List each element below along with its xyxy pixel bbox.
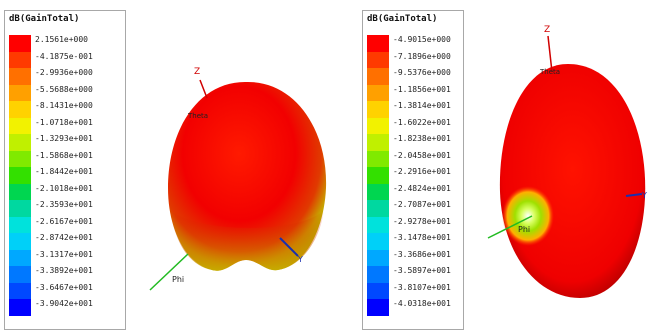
color-swatch <box>9 200 31 217</box>
legend-tick-label: -7.1896e+000 <box>393 51 451 61</box>
legend-tick-label: -2.9278e+001 <box>393 216 451 226</box>
color-swatch <box>367 200 389 217</box>
color-swatch <box>367 216 389 233</box>
legend-tick-label: -1.1856e+001 <box>393 84 451 94</box>
legend-tick-label: -4.9015e+000 <box>393 35 451 44</box>
color-swatch <box>367 51 389 68</box>
legend-tick-label: -1.0718e+001 <box>35 117 93 127</box>
legend-tick-label: -3.8107e+001 <box>393 282 451 292</box>
legend-tick-label: -1.8238e+001 <box>393 134 451 143</box>
phi-label: Phi <box>172 275 184 284</box>
z-axis-label: Z <box>544 25 550 35</box>
legend-title: dB(GainTotal) <box>367 14 438 24</box>
color-swatch <box>367 101 389 118</box>
color-swatch <box>9 233 31 250</box>
color-swatch <box>367 68 389 85</box>
color-swatch <box>9 282 31 299</box>
theta-label: Theta <box>187 112 208 120</box>
legend-tick-label: -1.3814e+001 <box>393 101 451 110</box>
color-swatch <box>367 167 389 184</box>
legend-tick-label: -4.1875e-001 <box>35 51 93 61</box>
y-axis-label: Y <box>641 191 647 200</box>
legend-tick-label: -5.5688e+000 <box>35 84 93 94</box>
legend-gain-left: dB(GainTotal) 2.1561e+000 -4.1875e-001 -2.… <box>4 10 126 330</box>
legend-tick-label: -2.3593e+001 <box>35 200 93 209</box>
legend-tick-label: -3.5897e+001 <box>393 266 451 275</box>
color-swatch <box>367 84 389 101</box>
color-swatch <box>9 266 31 283</box>
color-swatch <box>9 134 31 151</box>
color-swatch <box>9 249 31 266</box>
legend-tick-label: -3.6467e+001 <box>35 282 93 292</box>
color-scale <box>9 35 31 316</box>
color-swatch <box>367 282 389 299</box>
color-swatch <box>9 150 31 167</box>
legend-tick-label: -1.8442e+001 <box>35 167 93 176</box>
phi-label: Phi <box>518 225 530 234</box>
legend-tick-label: 2.1561e+000 <box>35 35 88 44</box>
legend-tick-label: -4.0318e+001 <box>393 299 451 308</box>
color-swatch <box>367 35 389 52</box>
color-swatch <box>367 117 389 134</box>
legend-ticks: -4.9015e+000 -7.1896e+000 -9.5376e+000 -1.1… <box>393 35 451 316</box>
pattern-surface <box>168 81 327 271</box>
legend-tick-label: -2.6167e+001 <box>35 216 93 226</box>
color-swatch <box>367 134 389 151</box>
legend-tick-label: -3.3686e+001 <box>393 249 451 259</box>
y-axis-line <box>625 193 643 197</box>
legend-tick-label: -1.5868e+001 <box>35 150 93 160</box>
theta-label: Theta <box>539 68 560 76</box>
legend-tick-label: -8.1431e+000 <box>35 101 93 110</box>
legend-tick-label: -2.1018e+001 <box>35 183 93 193</box>
y-axis-line <box>279 237 299 257</box>
phi-axis-line <box>487 215 533 239</box>
legend-tick-label: -2.4824e+001 <box>393 183 451 193</box>
color-swatch <box>9 299 31 316</box>
color-swatch <box>9 101 31 118</box>
color-swatch <box>367 150 389 167</box>
pattern-lower-shade <box>170 210 324 271</box>
legend-tick-label: -1.3293e+001 <box>35 134 93 143</box>
color-swatch <box>367 233 389 250</box>
z-axis-label: Z <box>194 67 200 77</box>
legend-tick-label: -2.8742e+001 <box>35 233 93 242</box>
color-swatch <box>9 35 31 52</box>
legend-tick-label: -1.6022e+001 <box>393 117 451 127</box>
pattern-surface <box>499 64 646 298</box>
legend-tick-label: -3.3892e+001 <box>35 266 93 275</box>
color-swatch <box>9 167 31 184</box>
legend-tick-label: -3.1478e+001 <box>393 233 451 242</box>
color-swatch <box>9 68 31 85</box>
legend-tick-label: -2.0458e+001 <box>393 150 451 160</box>
legend-tick-label: -9.5376e+000 <box>393 68 451 77</box>
color-swatch <box>367 183 389 200</box>
color-swatch <box>367 249 389 266</box>
legend-tick-label: -3.1317e+001 <box>35 249 93 259</box>
color-swatch <box>367 299 389 316</box>
color-swatch <box>9 183 31 200</box>
color-swatch <box>9 117 31 134</box>
legend-tick-label: -2.9936e+000 <box>35 68 93 77</box>
z-axis-line <box>199 79 208 99</box>
legend-tick-label: -2.2916e+001 <box>393 167 451 176</box>
phi-axis-line <box>149 253 189 291</box>
color-swatch <box>367 266 389 283</box>
color-scale <box>367 35 389 316</box>
color-swatch <box>9 51 31 68</box>
legend-tick-label: -3.9042e+001 <box>35 299 93 308</box>
radiation-pattern-3d-left: Z Theta Phi Y <box>149 67 327 291</box>
legend-tick-label: -2.7087e+001 <box>393 200 451 209</box>
y-axis-label: Y <box>297 255 303 264</box>
legend-ticks: 2.1561e+000 -4.1875e-001 -2.9936e+000 -5.56… <box>35 35 93 316</box>
color-swatch <box>9 84 31 101</box>
pattern-null-hole <box>502 186 554 246</box>
z-axis-line <box>547 35 553 73</box>
color-swatch <box>9 216 31 233</box>
legend-title: dB(GainTotal) <box>9 14 80 24</box>
legend-gain-right: dB(GainTotal) -4.9015e+000 -7.1896e+000 -9… <box>362 10 464 330</box>
radiation-pattern-3d-right: Z Theta Phi Y <box>487 25 647 298</box>
